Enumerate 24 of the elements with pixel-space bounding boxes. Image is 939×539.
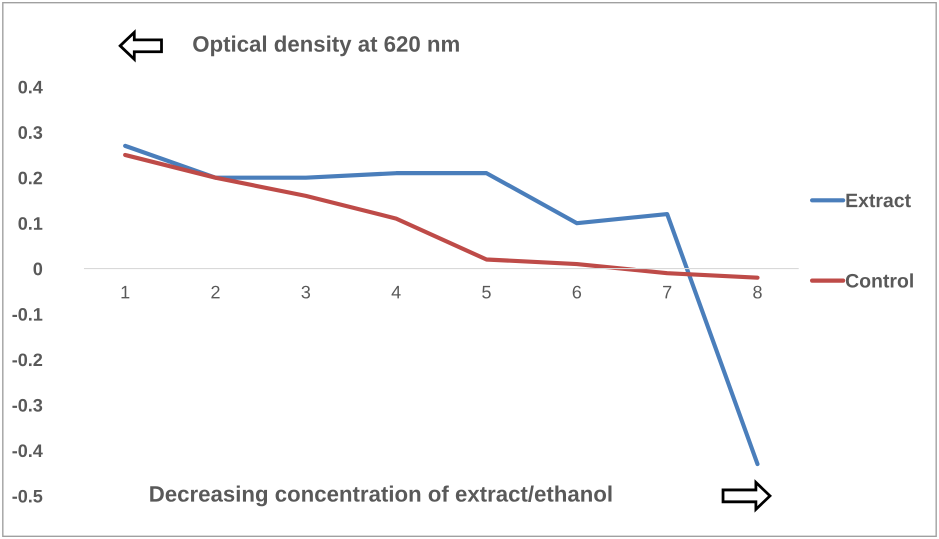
- x-tick-label: 6: [572, 286, 582, 299]
- y-tick-label: 0.3: [18, 126, 42, 139]
- legend-label: Extract: [846, 194, 911, 208]
- x-tick-label: 5: [482, 286, 491, 299]
- x-tick-label: 4: [392, 286, 401, 298]
- y-axis-title: Optical density at 620 nm: [193, 36, 459, 56]
- line-series: [123, 144, 760, 466]
- y-tick-label: 0.2: [18, 172, 42, 184]
- y-tick-label: -0.5: [12, 490, 42, 503]
- legend-label: Control: [846, 273, 913, 288]
- y-tick-label: -0.1: [12, 308, 42, 321]
- x-tick-label: 2: [211, 286, 220, 298]
- line-series: [123, 152, 760, 280]
- y-tick-label: 0.1: [18, 217, 42, 230]
- x-tick-label: 3: [301, 286, 310, 299]
- x-tick-label: 7: [663, 286, 672, 298]
- y-tick-label: -0.2: [12, 353, 42, 366]
- y-tick-label: -0.4: [12, 444, 43, 458]
- x-tick-label: 8: [753, 286, 762, 299]
- x-tick-label: 1: [122, 286, 130, 298]
- y-tick-label: 0: [34, 262, 42, 276]
- y-tick-label: -0.3: [12, 398, 42, 412]
- y-tick-label: 0.4: [18, 80, 43, 94]
- x-axis-title: Decreasing concentration of extract/ethanol: [150, 485, 612, 506]
